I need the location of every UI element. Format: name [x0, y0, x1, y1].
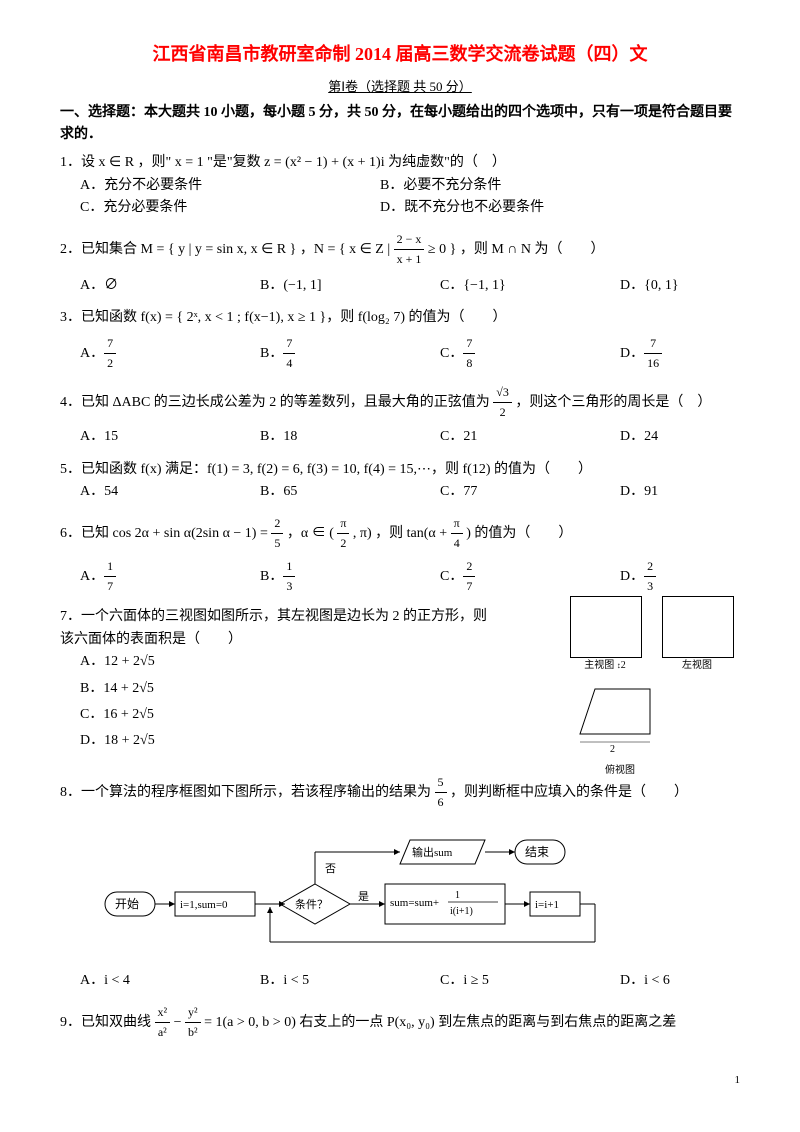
q4-opt-d: D．24 [620, 426, 658, 448]
q8-opt-b: B．i < 5 [260, 970, 400, 992]
q7-diagrams: 主视图 ↕2 左视图 2 俯视图 [570, 596, 770, 778]
q2-text-pre: 2．已知集合 M = { y | y = sin x, x ∈ R } ，N =… [60, 241, 394, 256]
question-3: 3．已知函数 f(x) = { 2ˣ, x < 1 ; f(x−1), x ≥ … [60, 307, 740, 373]
q4-opt-c: C．21 [440, 426, 580, 448]
flow-no-label: 否 [325, 863, 336, 875]
svg-text:1: 1 [455, 890, 460, 901]
flow-inc-label: i=i+1 [535, 899, 559, 911]
q3-opt-b: B．74 [260, 334, 400, 373]
q6-opt-a: A．17 [80, 557, 220, 596]
q1-opt-b: B．必要不充分条件 [380, 175, 501, 197]
q4-opt-b: B．18 [260, 426, 400, 448]
q6-opt-c: C．27 [440, 557, 580, 596]
q2-opt-b: B．(−1, 1] [260, 275, 400, 297]
question-2: 2．已知集合 M = { y | y = sin x, x ∈ R } ，N =… [60, 230, 740, 298]
section-subtitle: 第Ⅰ卷（选择题 共 50 分） [60, 77, 740, 98]
q2-fraction: 2 − x x + 1 [394, 230, 425, 269]
q4-fraction: √3 2 [493, 383, 512, 422]
q8-text-pre: 8．一个算法的程序框图如下图所示，若该程序输出的结果为 [60, 785, 435, 800]
question-9: 9．已知双曲线 x²a² − y²b² = 1(a > 0, b > 0) 右支… [60, 1003, 740, 1042]
q9-text-pre: 9．已知双曲线 [60, 1015, 155, 1030]
q6-opt-b: B．13 [260, 557, 400, 596]
q8-opt-c: C．i ≥ 5 [440, 970, 580, 992]
q8-opt-a: A．i < 4 [80, 970, 220, 992]
question-1: 1．设 x ∈ R ，则" x = 1 "是"复数 z = (x² − 1) +… [60, 152, 740, 219]
q2-opt-d: D．{0, 1} [620, 275, 679, 297]
page-number: 1 [60, 1072, 740, 1090]
q1-opt-a: A．充分不必要条件 [80, 175, 340, 197]
flow-out-label: 输出sum [412, 845, 453, 859]
q3-opt-a: A．72 [80, 334, 220, 373]
q5-opt-a: A．54 [80, 481, 220, 503]
q2-opt-a: A．∅ [80, 275, 220, 297]
top-view-icon: 2 俯视图 [570, 684, 770, 778]
q7-text: 7．一个六面体的三视图如图所示，其左视图是边长为 2 的正方形，则该六面体的表面… [60, 606, 490, 651]
q4-opt-a: A．15 [80, 426, 220, 448]
question-5: 5．已知函数 f(x) 满足：f(1) = 3, f(2) = 6, f(3) … [60, 459, 740, 504]
q6-text-mid1: ，α ∈ ( [287, 526, 334, 541]
q9-text-post: = 1(a > 0, b > 0) 右支上的一点 P(x₀, y₀) 到左焦点的… [204, 1015, 676, 1030]
q1-text: 1．设 x ∈ R ，则" x = 1 "是"复数 z = (x² − 1) +… [60, 152, 740, 174]
question-7: 7．一个六面体的三视图如图所示，其左视图是边长为 2 的正方形，则该六面体的表面… [60, 606, 740, 752]
q4-text-post: ，则这个三角形的周长是（ ） [515, 395, 711, 410]
q5-opt-b: B．65 [260, 481, 400, 503]
side-view-icon [662, 596, 734, 658]
q6-text-post: ) 的值为（ ） [466, 526, 572, 541]
q5-text: 5．已知函数 f(x) 满足：f(1) = 3, f(2) = 6, f(3) … [60, 459, 740, 481]
q2-text-post: ≥ 0 } ，则 M ∩ N 为（ ） [428, 241, 605, 256]
top-view-dim: 2 [610, 744, 615, 754]
flow-init-label: i=1,sum=0 [180, 899, 228, 911]
q8-opt-d: D．i < 6 [620, 970, 670, 992]
section-instruction: 一、选择题：本大题共 10 小题，每小题 5 分，共 50 分，在每小题给出的四… [60, 102, 740, 147]
exam-title: 江西省南昌市教研室命制 2014 届高三数学交流卷试题（四）文 [60, 40, 740, 69]
flow-sum-label: sum=sum+ [390, 897, 439, 909]
q8-text-post: ，则判断框中应填入的条件是（ ） [450, 785, 688, 800]
front-view-icon [570, 596, 642, 658]
flow-cond-label: 条件？ [295, 897, 328, 911]
question-8: 8．一个算法的程序框图如下图所示，若该程序输出的结果为 56 ，则判断框中应填入… [60, 773, 740, 993]
q5-opt-d: D．91 [620, 481, 658, 503]
q6-opt-d: D．23 [620, 557, 656, 596]
flow-end-label: 结束 [525, 845, 549, 859]
svg-text:i(i+1): i(i+1) [450, 906, 473, 917]
flow-start-label: 开始 [115, 897, 139, 911]
question-4: 4．已知 ΔABC 的三边长成公差为 2 的等差数列，且最大角的正弦值为 √3 … [60, 383, 740, 449]
q3-opt-c: C．78 [440, 334, 580, 373]
q1-opt-d: D．既不充分也不必要条件 [380, 197, 544, 219]
q2-opt-c: C．{−1, 1} [440, 275, 580, 297]
q6-text-pre: 6．已知 cos 2α + sin α(2sin α − 1) = [60, 526, 271, 541]
question-6: 6．已知 cos 2α + sin α(2sin α − 1) = 25 ，α … [60, 514, 740, 597]
q1-opt-c: C．充分必要条件 [80, 197, 340, 219]
q6-text-mid2: , π) ，则 tan(α + [353, 526, 451, 541]
q5-opt-c: C．77 [440, 481, 580, 503]
flowchart-diagram: 开始 i=1,sum=0 条件？ 是 sum=sum+ 1 i(i+1) i=i… [100, 822, 740, 960]
q3-opt-d: D．716 [620, 334, 662, 373]
flow-yes-label: 是 [358, 890, 369, 903]
q9-text-mid: − [174, 1015, 185, 1030]
q3-text: 3．已知函数 f(x) = { 2ˣ, x < 1 ; f(x−1), x ≥ … [60, 307, 740, 329]
q4-text-pre: 4．已知 ΔABC 的三边长成公差为 2 的等差数列，且最大角的正弦值为 [60, 395, 493, 410]
